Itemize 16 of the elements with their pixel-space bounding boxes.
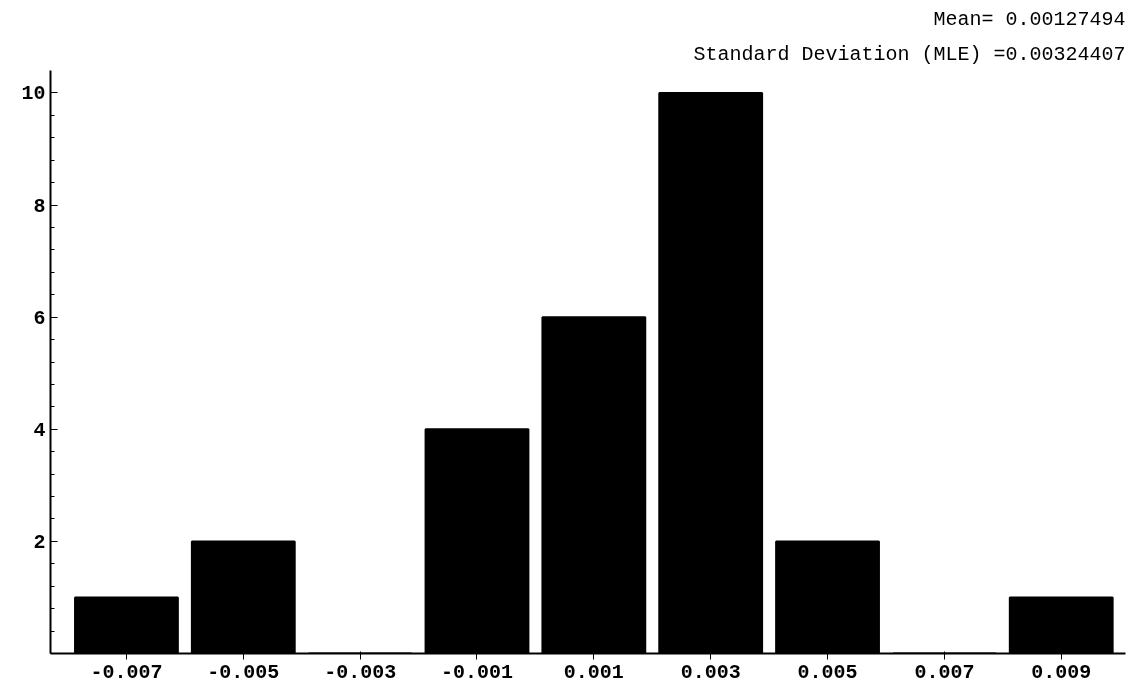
x-tick-label: 0.005 [797,660,858,684]
x-tick-label: 0.003 [680,660,741,684]
y-tick-label: 4 [33,418,46,442]
y-tick-label: 6 [33,306,46,330]
x-tick-label: -0.003 [324,660,397,684]
x-tick-label: -0.001 [440,660,513,684]
text: Mean= 0.00127494 [933,7,1126,31]
y-tick-label: 2 [33,530,46,554]
y-tick-label: 8 [33,194,46,218]
x-tick-label: -0.007 [90,660,163,684]
text: Standard Deviation (MLE) =0.00324407 [693,42,1126,66]
x-tick-label: 0.001 [563,660,624,684]
x-tick-label: -0.005 [207,660,280,684]
y-tick-label: 10 [21,82,46,106]
x-tick-label: 0.009 [1031,660,1092,684]
x-tick-label: 0.007 [914,660,975,684]
